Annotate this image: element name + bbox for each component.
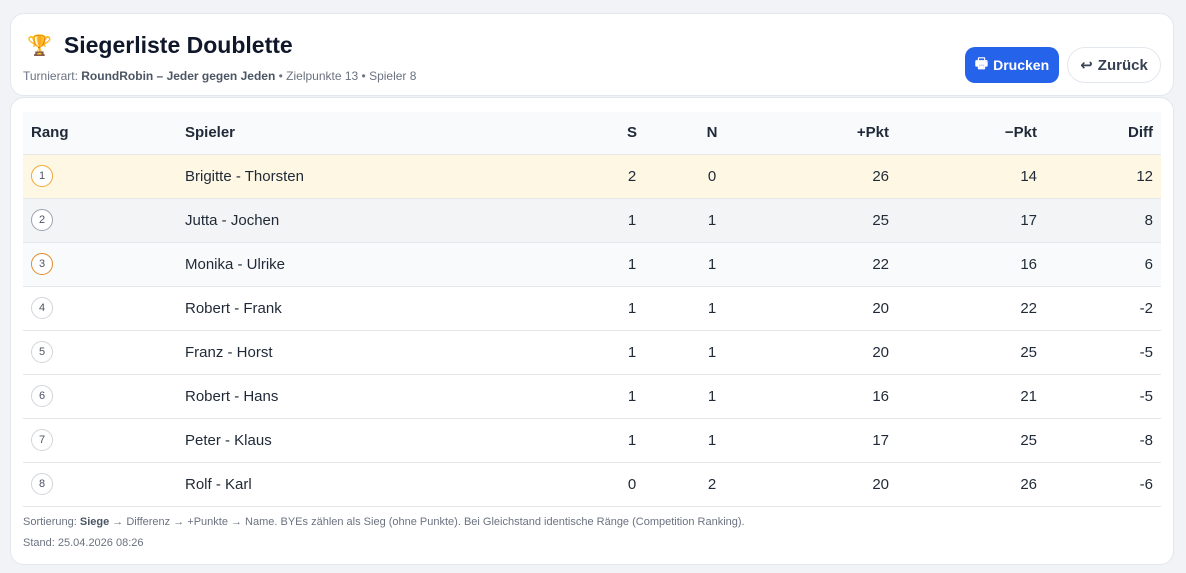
wins-cell: 1	[597, 418, 667, 463]
wins-cell: 2	[597, 154, 667, 199]
results-card: Rang Spieler S N +Pkt −Pkt Diff 1 Brigit…	[10, 97, 1174, 565]
wins-cell: 1	[597, 242, 667, 287]
losses-cell: 1	[667, 330, 757, 375]
print-button[interactable]: 🖶 Drucken	[965, 47, 1059, 83]
rank-badge: 6	[31, 385, 53, 407]
table-header: Rang Spieler S N +Pkt −Pkt Diff	[23, 112, 1161, 155]
header-card: 🏆 Siegerliste Doublette Turnierart: Roun…	[10, 13, 1174, 96]
minus-cell: 21	[897, 374, 1045, 419]
diff-cell: -8	[1045, 418, 1161, 463]
rank-cell: 4	[23, 286, 177, 331]
col-diff: Diff	[1045, 112, 1161, 155]
col-spieler: Spieler	[177, 112, 597, 155]
rank-cell: 3	[23, 242, 177, 287]
rank-cell: 1	[23, 154, 177, 199]
wins-cell: 1	[597, 198, 667, 243]
wins-cell: 0	[597, 462, 667, 507]
plus-cell: 16	[757, 374, 897, 419]
table-row: 8 Rolf - Karl 0 2 20 26 -6	[23, 462, 1161, 507]
losses-cell: 1	[667, 374, 757, 419]
plus-cell: 25	[757, 198, 897, 243]
col-n: N	[667, 112, 757, 155]
plus-cell: 26	[757, 154, 897, 199]
losses-cell: 1	[667, 198, 757, 243]
plus-cell: 17	[757, 418, 897, 463]
player-cell: Rolf - Karl	[177, 462, 597, 507]
losses-cell: 0	[667, 154, 757, 199]
col-s: S	[597, 112, 667, 155]
minus-cell: 14	[897, 154, 1045, 199]
rank-cell: 2	[23, 198, 177, 243]
diff-cell: -5	[1045, 330, 1161, 375]
player-cell: Franz - Horst	[177, 330, 597, 375]
rank-badge: 1	[31, 165, 53, 187]
table-row: 5 Franz - Horst 1 1 20 25 -5	[23, 330, 1161, 375]
plus-cell: 20	[757, 462, 897, 507]
minus-cell: 16	[897, 242, 1045, 287]
losses-cell: 1	[667, 242, 757, 287]
losses-cell: 1	[667, 286, 757, 331]
player-cell: Peter - Klaus	[177, 418, 597, 463]
plus-cell: 20	[757, 286, 897, 331]
col-rang: Rang	[23, 112, 177, 155]
minus-cell: 22	[897, 286, 1045, 331]
wins-cell: 1	[597, 286, 667, 331]
sort-note: Sortierung: Siege → Differenz → +Punkte …	[23, 516, 745, 528]
diff-cell: 6	[1045, 242, 1161, 287]
rank-cell: 5	[23, 330, 177, 375]
diff-cell: 12	[1045, 154, 1161, 199]
plus-cell: 22	[757, 242, 897, 287]
return-arrow-icon: ↩	[1080, 57, 1093, 74]
rank-badge: 5	[31, 341, 53, 363]
table-row: 6 Robert - Hans 1 1 16 21 -5	[23, 374, 1161, 419]
rank-cell: 7	[23, 418, 177, 463]
rank-cell: 6	[23, 374, 177, 419]
tournament-info: Turnierart: RoundRobin – Jeder gegen Jed…	[23, 69, 417, 83]
timestamp: Stand: 25.04.2026 08:26	[23, 537, 144, 549]
diff-cell: -6	[1045, 462, 1161, 507]
rank-badge: 3	[31, 253, 53, 275]
wins-cell: 1	[597, 330, 667, 375]
back-button[interactable]: ↩ Zurück	[1067, 47, 1161, 83]
page-title: 🏆 Siegerliste Doublette	[27, 32, 293, 58]
diff-cell: 8	[1045, 198, 1161, 243]
rank-badge: 2	[31, 209, 53, 231]
table-row: 7 Peter - Klaus 1 1 17 25 -8	[23, 418, 1161, 463]
plus-cell: 20	[757, 330, 897, 375]
ranking-table: Rang Spieler S N +Pkt −Pkt Diff 1 Brigit…	[23, 112, 1161, 507]
player-cell: Monika - Ulrike	[177, 242, 597, 287]
table-row: 4 Robert - Frank 1 1 20 22 -2	[23, 286, 1161, 331]
minus-cell: 25	[897, 330, 1045, 375]
minus-cell: 25	[897, 418, 1045, 463]
minus-cell: 17	[897, 198, 1045, 243]
printer-icon: 🖶	[974, 55, 989, 71]
losses-cell: 1	[667, 418, 757, 463]
table-row: 3 Monika - Ulrike 1 1 22 16 6	[23, 242, 1161, 287]
player-cell: Jutta - Jochen	[177, 198, 597, 243]
rank-badge: 7	[31, 429, 53, 451]
minus-cell: 26	[897, 462, 1045, 507]
rank-badge: 8	[31, 473, 53, 495]
wins-cell: 1	[597, 374, 667, 419]
player-cell: Robert - Hans	[177, 374, 597, 419]
table-row: 1 Brigitte - Thorsten 2 0 26 14 12	[23, 154, 1161, 199]
diff-cell: -2	[1045, 286, 1161, 331]
losses-cell: 2	[667, 462, 757, 507]
rank-cell: 8	[23, 462, 177, 507]
table-row: 2 Jutta - Jochen 1 1 25 17 8	[23, 198, 1161, 243]
trophy-icon: 🏆	[27, 35, 52, 57]
col-minus: −Pkt	[897, 112, 1045, 155]
player-cell: Robert - Frank	[177, 286, 597, 331]
diff-cell: -5	[1045, 374, 1161, 419]
player-cell: Brigitte - Thorsten	[177, 154, 597, 199]
rank-badge: 4	[31, 297, 53, 319]
col-plus: +Pkt	[757, 112, 897, 155]
